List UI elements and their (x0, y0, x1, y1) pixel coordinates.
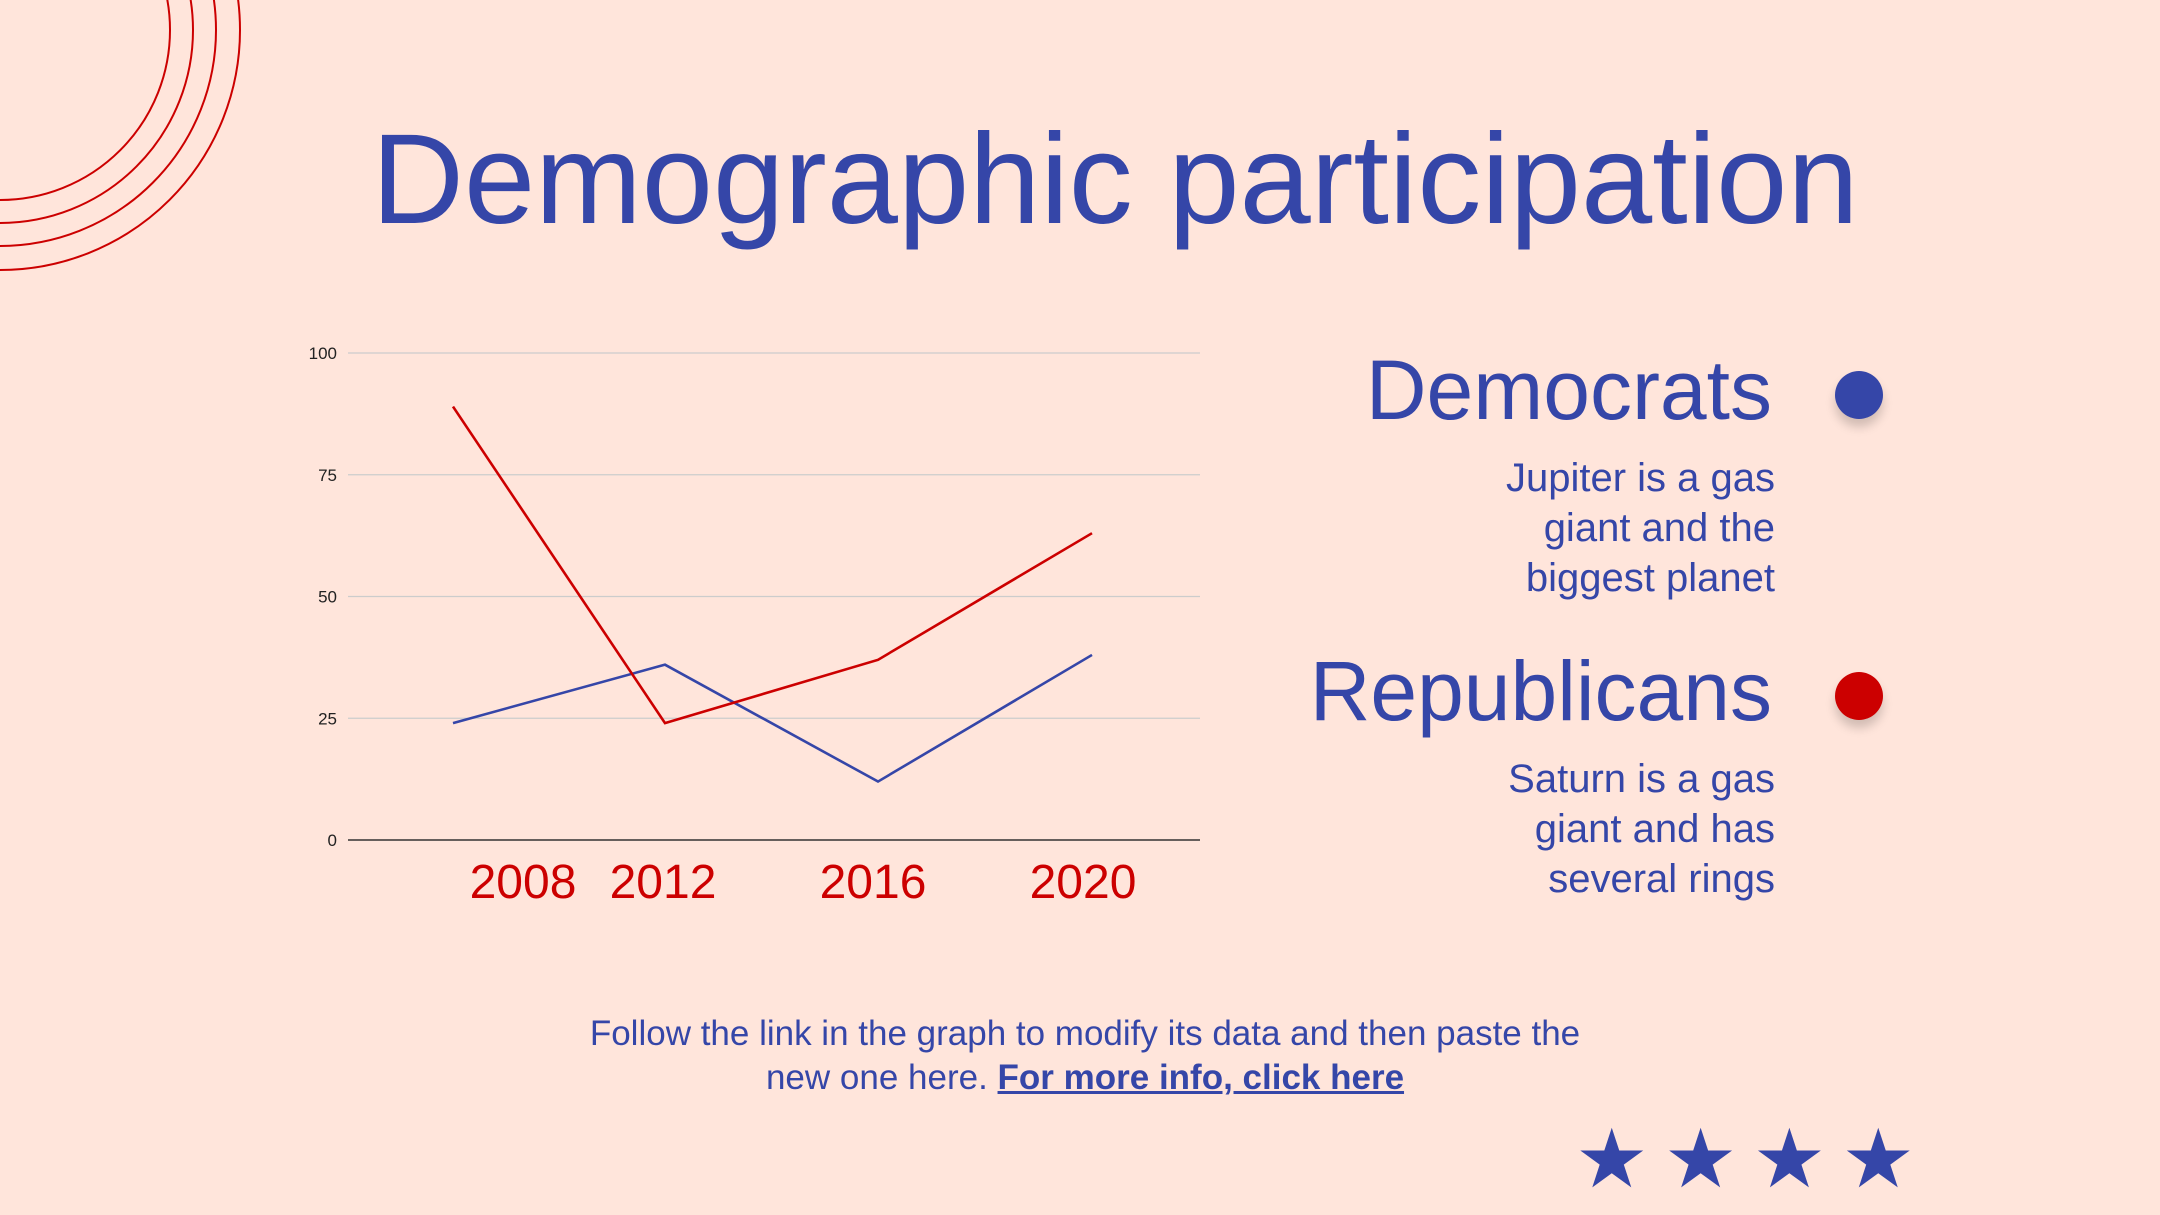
x-tick-label: 2020 (1030, 856, 1137, 909)
x-tick-label: 2008 (470, 856, 577, 909)
concentric-circles-icon (0, 0, 241, 271)
blue-dot-icon (1835, 371, 1883, 419)
footer-text: Follow the link in the graph to modify i… (589, 1014, 1581, 1097)
legend-republicans-description: Saturn is a gas giant and has several ri… (1508, 757, 1775, 901)
legend-democrats-description: Jupiter is a gas giant and the biggest p… (1505, 456, 1775, 600)
red-dot-icon (1835, 672, 1883, 720)
star-icon: ★ (1663, 1114, 1738, 1205)
y-tick-label: 100 (309, 344, 337, 363)
star-icon: ★ (1841, 1114, 1915, 1205)
star-row: ★ ★ ★ ★ (1575, 1115, 1915, 1205)
series-line-republicans (451, 405, 1093, 725)
legend-democrats-label: Democrats (1365, 343, 1772, 437)
star-icon: ★ (1752, 1114, 1827, 1205)
page-title: Demographic participation (371, 108, 1859, 251)
x-tick-label: 2016 (820, 856, 927, 909)
more-info-link[interactable]: For more info, click here (997, 1058, 1405, 1097)
series-line-democrats (452, 653, 1093, 784)
y-tick-label: 75 (318, 466, 337, 485)
star-icon: ★ (1575, 1114, 1649, 1205)
legend-republicans-label: Republicans (1309, 644, 1772, 738)
line-chart[interactable]: 0 25 50 75 100 2008 2012 2016 2020 (280, 320, 1240, 920)
y-tick-label: 0 (328, 831, 337, 850)
y-tick-label: 25 (318, 709, 337, 728)
y-tick-label: 50 (318, 588, 337, 607)
footer-note: Follow the link in the graph to modify i… (560, 1012, 1610, 1100)
x-tick-label: 2012 (610, 856, 717, 909)
